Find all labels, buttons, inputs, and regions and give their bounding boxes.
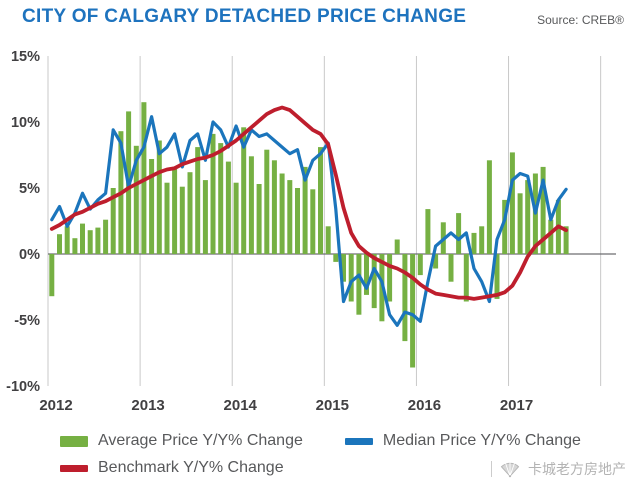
svg-text:10%: 10% (11, 115, 40, 131)
benchmark-swatch-icon (60, 464, 88, 472)
legend-label-average: Average Price Y/Y% Change (98, 432, 303, 449)
legend-row-1: Average Price Y/Y% Change Median Price Y… (60, 432, 581, 450)
svg-text:2017: 2017 (500, 397, 533, 414)
legend-item-average: Average Price Y/Y% Change (60, 432, 303, 450)
chart-legend: Average Price Y/Y% Change Median Price Y… (60, 432, 581, 477)
legend-item-median: Median Price Y/Y% Change (344, 432, 581, 450)
price-change-chart: 15% 10% 5% 0% -5% -10% 2012 2013 2014 2015 2016 201… (6, 49, 616, 414)
watermark-text: 卡城老方房地产 (528, 461, 626, 477)
svg-text:2015: 2015 (316, 397, 349, 414)
svg-text:2014: 2014 (224, 397, 258, 414)
svg-text:2012: 2012 (39, 397, 72, 414)
svg-text:-10%: -10% (6, 379, 40, 395)
svg-text:15%: 15% (11, 49, 40, 65)
watermark-divider (491, 461, 492, 477)
median-swatch-icon (344, 437, 373, 445)
watermark: 卡城老方房地产 (491, 459, 626, 479)
svg-text:2013: 2013 (131, 397, 164, 414)
fan-icon (500, 461, 520, 478)
legend-item-benchmark: Benchmark Y/Y% Change (60, 459, 284, 477)
svg-text:5%: 5% (19, 181, 40, 197)
svg-text:0%: 0% (19, 247, 40, 263)
svg-text:-5%: -5% (14, 313, 40, 329)
average-swatch-icon (60, 435, 88, 447)
legend-label-benchmark: Benchmark Y/Y% Change (98, 459, 284, 476)
chart-header: CITY OF CALGARY DETACHED PRICE CHANGE So… (22, 6, 624, 28)
svg-text:2016: 2016 (408, 397, 441, 414)
legend-label-median: Median Price Y/Y% Change (382, 432, 581, 449)
page-title: CITY OF CALGARY DETACHED PRICE CHANGE (22, 6, 467, 27)
legend-row-2: Benchmark Y/Y% Change (60, 459, 581, 477)
source-attribution: Source: CREB® (537, 13, 624, 27)
